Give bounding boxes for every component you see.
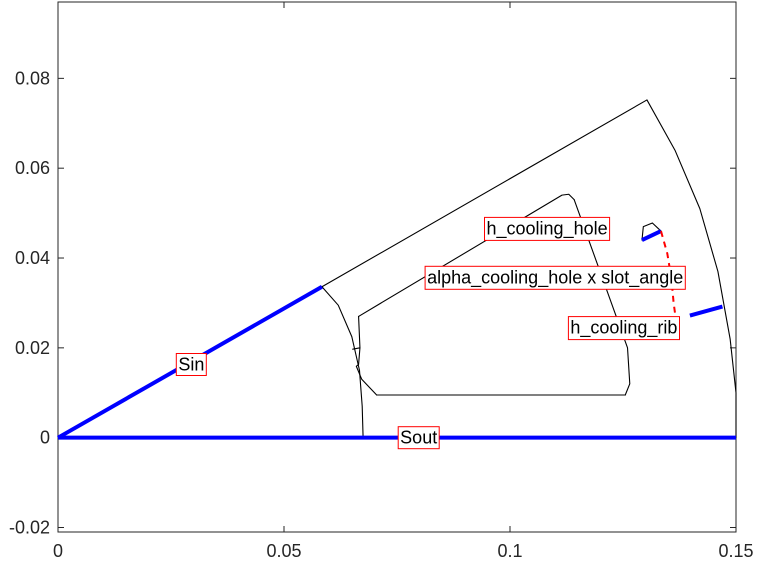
y-tick-label: 0.02 [15, 338, 50, 358]
label-text: Sout [400, 428, 437, 448]
cooling-hole-line [641, 222, 662, 241]
label-box [175, 353, 207, 376]
slot-opening-line [352, 347, 378, 396]
x-tick-label: 0.05 [266, 541, 301, 561]
top-edge-upper-line [321, 99, 648, 288]
label-h-cooling-rib: h_cooling_rib [567, 316, 681, 341]
label-sin: Sin [175, 353, 207, 376]
annotation-labels: Sin Sout h_cooling_hole alpha_cooling_hole … [175, 216, 686, 450]
label-h-cooling-hole: h_cooling_hole [484, 216, 611, 241]
label-sout: Sout [397, 426, 440, 450]
outer-arc-line [646, 99, 737, 439]
label-text: h_cooling_rib [570, 318, 677, 339]
y-tick-label: 0.04 [15, 248, 50, 268]
label-box [397, 426, 440, 450]
label-box [424, 265, 686, 290]
label-alpha-cooling-hole: alpha_cooling_hole x slot_angle [424, 265, 686, 290]
label-box [567, 316, 681, 341]
h-cooling-hole-edge-boundary-line [641, 229, 662, 242]
y-tick-label: 0 [40, 428, 50, 448]
h-cooling-rib-edge-boundary-line [689, 304, 723, 318]
x-tick-label: 0.1 [497, 541, 522, 561]
slot-left-edge-line [358, 315, 361, 349]
label-box [484, 216, 611, 241]
y-tick-label: 0.08 [15, 68, 50, 88]
label-text: h_cooling_hole [487, 218, 608, 239]
inner-radius-arc-line [321, 286, 364, 439]
label-text: alpha_cooling_hole x slot_angle [427, 267, 683, 288]
slot-top-line [358, 193, 575, 317]
label-text: Sin [178, 354, 204, 374]
y-tick-label: 0.06 [15, 158, 50, 178]
y-tick-label: -0.02 [9, 518, 50, 538]
x-tick-label: 0.15 [718, 541, 753, 561]
x-tick-label: 0 [53, 541, 63, 561]
